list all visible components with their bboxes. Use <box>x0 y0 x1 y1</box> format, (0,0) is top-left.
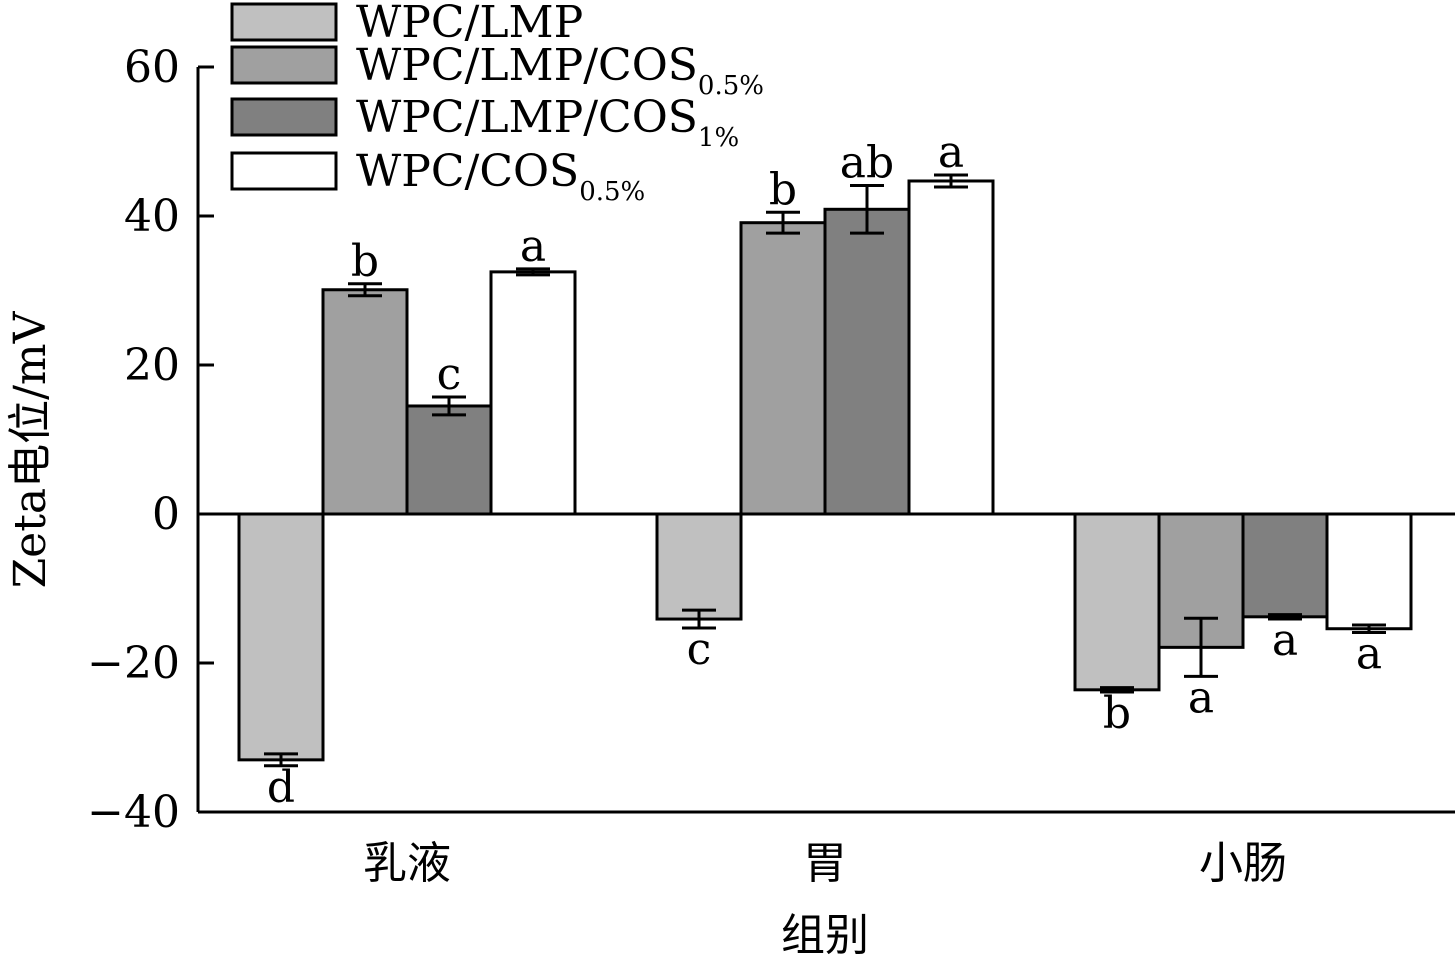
y-tick-label: −20 <box>87 638 180 689</box>
bar <box>237 512 325 762</box>
legend-label: WPC/LMP/COS1% <box>356 92 739 153</box>
legend-label-subscript: 1% <box>698 123 739 153</box>
x-tick-label: 乳液 <box>363 838 451 889</box>
legend-swatch <box>230 45 338 85</box>
y-tick-label: 60 <box>124 42 180 93</box>
significance-letter: b <box>1103 688 1131 739</box>
significance-letter: a <box>938 127 964 178</box>
significance-letter: b <box>351 236 379 287</box>
significance-letter: a <box>1188 672 1214 723</box>
bar <box>405 404 493 516</box>
bar <box>1325 512 1413 631</box>
legend: WPC/LMPWPC/LMP/COS0.5%WPC/LMP/COS1%WPC/C… <box>230 0 764 207</box>
y-axis-label: Zeta电位/mV <box>5 310 56 588</box>
legend-label: WPC/COS0.5% <box>356 146 645 207</box>
significance-letter: a <box>1272 615 1298 666</box>
legend-item: WPC/LMP/COS1% <box>230 92 739 153</box>
significance-letter: b <box>769 164 797 215</box>
bar <box>1073 512 1161 692</box>
axes-layer: 60 40 20 0 −20 −40 乳液 胃 小肠 <box>87 42 1455 889</box>
y-tick-label: 20 <box>124 340 180 391</box>
bar <box>739 221 827 516</box>
significance-letter: ab <box>840 137 894 188</box>
y-tick-label: −40 <box>87 787 180 838</box>
y-tick-label: 40 <box>124 191 180 242</box>
significance-letter: c <box>437 349 462 400</box>
x-tick-label: 小肠 <box>1199 838 1287 889</box>
legend-swatch <box>230 97 338 137</box>
legend-swatch <box>230 2 338 42</box>
x-axis-label: 组别 <box>781 910 869 961</box>
legend-swatch <box>230 151 338 191</box>
legend-item: WPC/LMP/COS0.5% <box>230 40 764 101</box>
bar <box>907 179 995 516</box>
legend-label-subscript: 0.5% <box>698 71 764 101</box>
legend-label: WPC/LMP <box>356 0 583 48</box>
legend-label: WPC/LMP/COS0.5% <box>356 40 764 101</box>
significance-letter: a <box>520 221 546 272</box>
significance-letter: a <box>1356 628 1382 679</box>
legend-label-subscript: 0.5% <box>579 177 645 207</box>
significance-letter: d <box>267 762 295 813</box>
x-tick-label: 胃 <box>803 838 847 889</box>
bar <box>655 512 743 621</box>
legend-item: WPC/LMP <box>230 0 583 48</box>
bar <box>321 288 409 516</box>
bar <box>823 207 911 516</box>
bar <box>1241 512 1329 619</box>
bar <box>489 270 577 516</box>
significance-letter: c <box>687 624 712 675</box>
y-tick-label: 0 <box>152 489 180 540</box>
legend-item: WPC/COS0.5% <box>230 146 645 207</box>
